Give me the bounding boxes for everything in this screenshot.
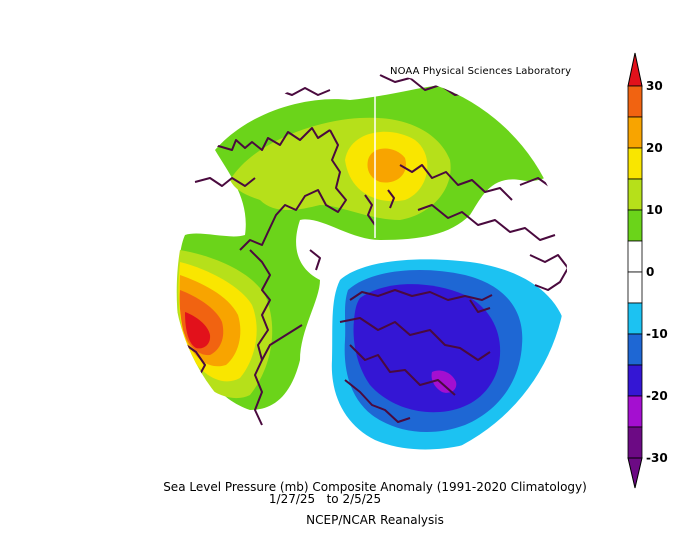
colorbar-seg-12 xyxy=(627,426,643,459)
colorbar-seg-10 xyxy=(627,364,643,397)
colorbar-tick-label: -30 xyxy=(646,451,668,465)
map-title: Sea Level Pressure (mb) Composite Anomal… xyxy=(163,480,587,494)
colorbar-seg-8 xyxy=(627,302,643,335)
colorbar-seg-4 xyxy=(627,178,643,211)
credit-label: NOAA Physical Sciences Laboratory xyxy=(390,66,572,77)
colorbar-seg-5 xyxy=(627,209,643,242)
colorbar-seg-7 xyxy=(627,271,643,304)
colorbar-bottom-arrow xyxy=(627,457,643,489)
west-high-level5 xyxy=(185,312,211,349)
positive-anomaly-level4 xyxy=(367,148,406,183)
colorbar-tick-label: 10 xyxy=(646,203,663,217)
colorbar-seg-1 xyxy=(627,85,643,118)
colorbar-tick-label: -10 xyxy=(646,327,668,341)
colorbar-tick-label: 0 xyxy=(646,265,655,279)
data-source: NCEP/NCAR Reanalysis xyxy=(306,513,444,527)
negative-anomaly-level4 xyxy=(431,370,457,393)
colorbar xyxy=(627,52,643,489)
coastlines xyxy=(185,74,567,426)
negative-anomaly-level3 xyxy=(353,284,501,413)
colorbar-top-arrow xyxy=(627,52,643,87)
colorbar-tick-label: 30 xyxy=(646,79,663,93)
colorbar-seg-2 xyxy=(627,116,643,149)
colorbar-seg-3 xyxy=(627,147,643,180)
colorbar-seg-6 xyxy=(627,240,643,273)
colorbar-seg-9 xyxy=(627,333,643,366)
colorbar-tick-label: -20 xyxy=(646,389,668,403)
map-disc xyxy=(176,74,567,450)
colorbar-tick-label: 20 xyxy=(646,141,663,155)
date-range: 1/27/25 to 2/5/25 xyxy=(268,492,382,506)
colorbar-seg-11 xyxy=(627,395,643,428)
